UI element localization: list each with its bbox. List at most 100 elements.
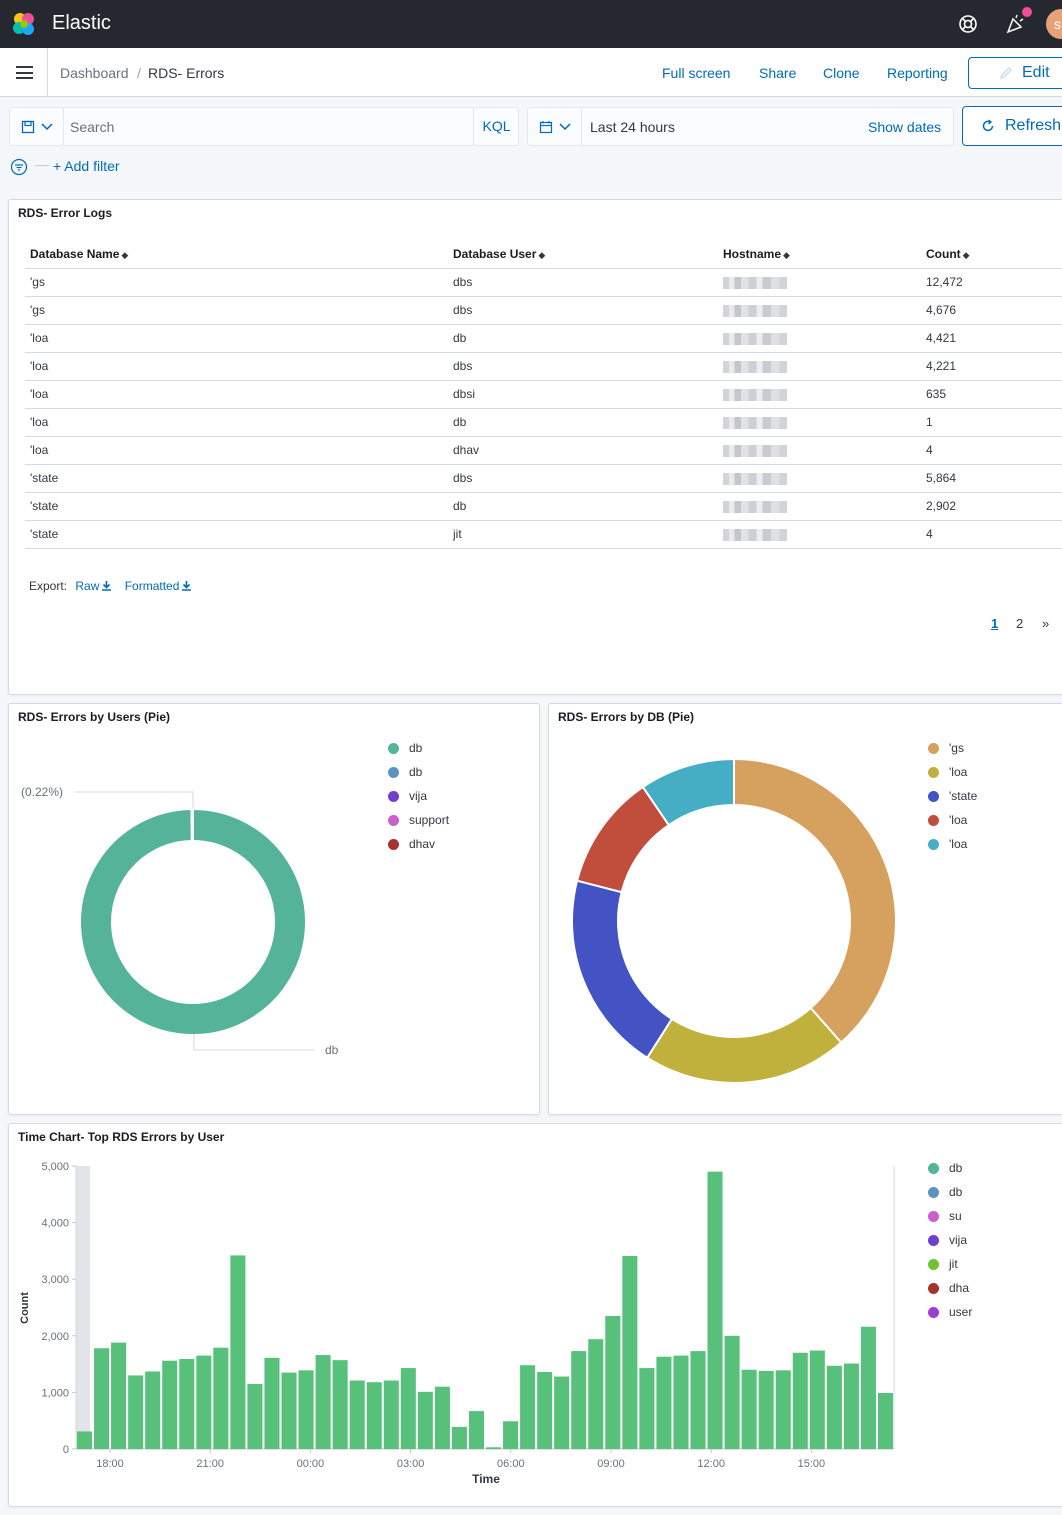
legend-item[interactable]: 'loa: [928, 808, 977, 832]
bar[interactable]: [230, 1255, 246, 1449]
legend-item[interactable]: 'state: [928, 784, 977, 808]
refresh-button[interactable]: Refresh: [962, 106, 1062, 146]
bar[interactable]: [622, 1255, 638, 1449]
bar[interactable]: [434, 1386, 450, 1449]
full-screen-link[interactable]: Full screen: [662, 65, 731, 81]
bar[interactable]: [77, 1431, 93, 1449]
legend-item[interactable]: user: [928, 1300, 972, 1324]
bar[interactable]: [792, 1352, 808, 1449]
user-avatar[interactable]: s: [1046, 9, 1062, 39]
bar[interactable]: [145, 1371, 161, 1449]
bar[interactable]: [468, 1411, 484, 1449]
legend-item[interactable]: support: [388, 808, 449, 832]
column-header-database-name[interactable]: Database Name ◆: [25, 240, 448, 269]
legend-item[interactable]: vija: [928, 1228, 972, 1252]
column-header-count[interactable]: Count ◆: [921, 240, 1062, 269]
bar[interactable]: [809, 1350, 825, 1449]
bar[interactable]: [707, 1171, 723, 1449]
saved-queries-button[interactable]: [10, 108, 64, 145]
pie-slice-dhav[interactable]: [190, 807, 194, 843]
bar[interactable]: [349, 1380, 365, 1449]
bar[interactable]: [690, 1351, 706, 1449]
bar[interactable]: [571, 1351, 587, 1449]
bar[interactable]: [298, 1370, 314, 1449]
reporting-link[interactable]: Reporting: [887, 65, 948, 81]
filter-icon[interactable]: [10, 158, 28, 176]
clone-link[interactable]: Clone: [823, 65, 860, 81]
bar[interactable]: [639, 1368, 655, 1449]
legend-item[interactable]: 'loa: [928, 832, 977, 856]
bar[interactable]: [826, 1365, 842, 1449]
legend-item[interactable]: db: [928, 1180, 972, 1204]
bar[interactable]: [758, 1370, 774, 1449]
share-link[interactable]: Share: [759, 65, 797, 81]
search-input[interactable]: Search: [70, 119, 115, 135]
bar[interactable]: [366, 1382, 382, 1449]
bar[interactable]: [400, 1368, 416, 1449]
pie-slice-state[interactable]: [571, 879, 674, 1060]
bar[interactable]: [281, 1372, 297, 1449]
bar[interactable]: [588, 1339, 604, 1449]
legend-item[interactable]: jit: [928, 1252, 972, 1276]
page-1-button[interactable]: 1: [991, 616, 999, 631]
legend-item[interactable]: 'gs: [928, 736, 977, 760]
bar[interactable]: [383, 1380, 399, 1449]
page-2-button[interactable]: 2: [1016, 616, 1024, 631]
bar[interactable]: [843, 1363, 859, 1449]
bar[interactable]: [877, 1392, 893, 1449]
bar[interactable]: [417, 1391, 433, 1449]
bar[interactable]: [537, 1372, 553, 1449]
bar[interactable]: [860, 1326, 876, 1449]
help-icon[interactable]: [957, 13, 979, 35]
quick-menu-button[interactable]: [528, 108, 582, 145]
bar[interactable]: [520, 1365, 536, 1449]
bar[interactable]: [775, 1370, 791, 1449]
pie-slice-loa[interactable]: [641, 757, 735, 827]
pie-slice-gs[interactable]: [733, 757, 897, 1044]
legend-item[interactable]: dhav: [388, 832, 449, 856]
bar[interactable]: [111, 1342, 127, 1449]
column-header-hostname[interactable]: Hostname ◆: [718, 240, 921, 269]
news-feed-icon[interactable]: [1005, 13, 1027, 35]
bar[interactable]: [451, 1426, 467, 1449]
pie-slice-db[interactable]: [79, 807, 308, 1036]
export-raw-link[interactable]: Raw: [75, 579, 112, 593]
legend-item[interactable]: dha: [928, 1276, 972, 1300]
legend-item[interactable]: su: [928, 1204, 972, 1228]
breadcrumb-dashboard[interactable]: Dashboard: [60, 65, 129, 81]
export-formatted-link[interactable]: Formatted: [125, 579, 193, 593]
bar[interactable]: [162, 1360, 178, 1449]
bar[interactable]: [179, 1359, 195, 1449]
legend-item[interactable]: 'loa: [928, 760, 977, 784]
bar[interactable]: [486, 1447, 502, 1449]
bar[interactable]: [94, 1348, 110, 1449]
bar[interactable]: [332, 1360, 348, 1449]
legend-item[interactable]: vija: [388, 784, 449, 808]
next-page-button[interactable]: »: [1042, 616, 1050, 631]
column-header-database-user[interactable]: Database User ◆: [448, 240, 718, 269]
legend-item[interactable]: db: [388, 736, 449, 760]
legend-item[interactable]: db: [928, 1156, 972, 1180]
add-filter-button[interactable]: + Add filter: [53, 158, 120, 174]
bar[interactable]: [554, 1376, 570, 1449]
bar[interactable]: [213, 1347, 229, 1449]
bar[interactable]: [196, 1355, 212, 1449]
bar[interactable]: [247, 1383, 263, 1449]
query-language-button[interactable]: KQL: [473, 108, 519, 145]
bar[interactable]: [605, 1315, 621, 1449]
show-dates-link[interactable]: Show dates: [868, 119, 942, 135]
edit-button[interactable]: Edit: [968, 57, 1062, 89]
bar[interactable]: [673, 1355, 689, 1449]
legend-item[interactable]: db: [388, 760, 449, 784]
pie-slice-loa[interactable]: [645, 1006, 843, 1084]
bar[interactable]: [264, 1357, 280, 1449]
bar[interactable]: [741, 1369, 757, 1449]
bar[interactable]: [315, 1355, 331, 1449]
time-range-value[interactable]: Last 24 hours: [590, 119, 675, 135]
menu-icon[interactable]: [16, 66, 33, 79]
bar[interactable]: [503, 1421, 519, 1449]
bar[interactable]: [656, 1356, 672, 1449]
elastic-logo-icon[interactable]: [11, 11, 37, 37]
bar[interactable]: [724, 1335, 740, 1449]
bar[interactable]: [128, 1375, 144, 1449]
